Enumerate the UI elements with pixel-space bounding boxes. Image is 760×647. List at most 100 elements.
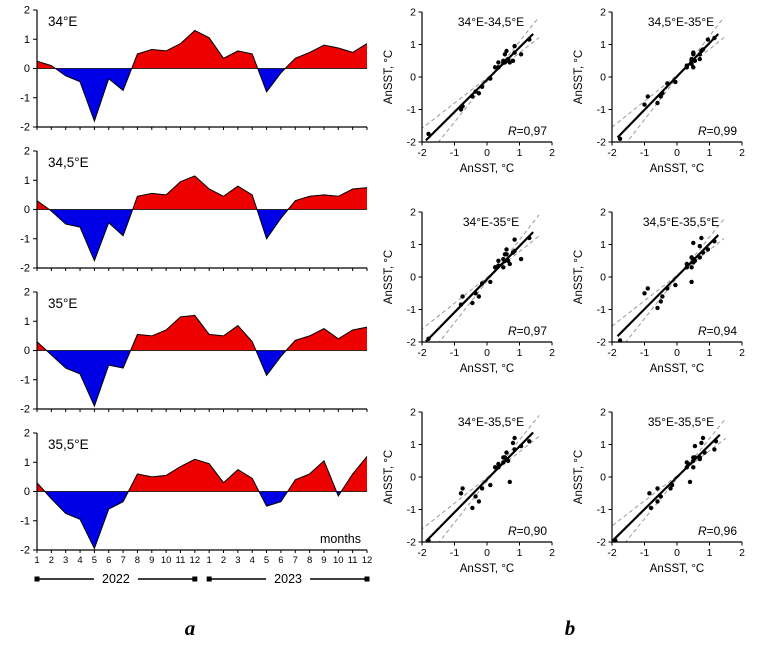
scatter-point — [492, 65, 498, 70]
x-tick-label: 2 — [739, 347, 745, 359]
scatter-point — [642, 291, 647, 296]
scatter-point — [507, 479, 512, 485]
scatter-point — [700, 435, 706, 441]
x-tick-label: 2 — [739, 547, 745, 559]
scatter-point — [512, 237, 517, 242]
y-tick-label: 2 — [24, 146, 30, 158]
scatter-point — [518, 256, 524, 262]
fit-lines — [612, 418, 727, 542]
y-tick-label: 0 — [600, 272, 606, 284]
scatter-point — [488, 76, 493, 81]
x-tick-label: 7 — [293, 555, 298, 566]
scatter-point — [458, 491, 464, 496]
y-tick-label: -2 — [407, 337, 416, 349]
months-label: months — [320, 532, 361, 546]
x-tick-label: -2 — [607, 547, 616, 559]
scatter-point — [689, 61, 694, 67]
y-tick-label: -1 — [20, 92, 30, 104]
scatter-point — [712, 239, 717, 244]
area-chart-34.5E: -2 -1 0 1 2 34,5°E — [20, 146, 368, 275]
confidence-line — [422, 37, 540, 129]
scatter-point — [470, 94, 475, 99]
x-axis-label: AnSST, °C — [460, 363, 514, 375]
x-tick-label: -1 — [450, 347, 459, 359]
x-tick-label: 6 — [106, 555, 111, 566]
scatter-point — [673, 79, 678, 85]
scatter-point — [697, 52, 702, 57]
scatter-point — [684, 465, 689, 470]
y-tick-label: 0 — [600, 72, 606, 84]
x-tick-label: 8 — [307, 555, 312, 566]
scatter-point — [496, 258, 501, 263]
area-positive — [37, 456, 367, 492]
scatter-chart-0: -2-2 -1 -1 0 0 1 1 2 2 34°E-34,5°E R=0,97 AnSST, °C… — [383, 7, 555, 176]
scatter-point — [691, 50, 696, 55]
scatter-point — [496, 461, 501, 467]
scatter-point — [501, 265, 506, 270]
scatter-point — [460, 294, 465, 299]
scatter-point — [712, 35, 717, 41]
scatter-point — [697, 455, 702, 460]
scatter-point — [476, 499, 482, 504]
area-negative — [37, 209, 367, 261]
scatter-point — [645, 94, 650, 99]
y-tick-label: 2 — [24, 287, 30, 299]
scatter-point — [697, 255, 702, 260]
x-tick-label: 2 — [549, 347, 555, 359]
x-tick-label: -2 — [607, 347, 616, 359]
scatter-point — [642, 102, 647, 107]
confidence-line — [422, 435, 540, 530]
x-tick-label: 4 — [250, 555, 255, 566]
y-tick-label: 1 — [24, 34, 30, 46]
chart-title: 34,5°E-35°E — [648, 15, 714, 29]
scatter-point — [691, 65, 696, 70]
scatter-point — [518, 443, 524, 449]
x-tick-label: 2 — [549, 147, 555, 159]
x-tick-label: 0 — [674, 147, 680, 159]
scatter-point — [617, 136, 623, 141]
panel-a-timeseries: -2 -1 0 1 2 34°E -2 -1 0 1 2 34,5°E -2 -1 0 1 2 35°E -2 -1 0… — [20, 5, 372, 641]
y-tick-label: 0 — [410, 272, 416, 284]
y-tick-label: 0 — [24, 63, 30, 75]
confidence-line — [612, 238, 725, 327]
scatter-point — [479, 84, 485, 90]
x-tick-label: 5 — [92, 555, 97, 566]
x-tick-label: 1 — [517, 347, 523, 359]
y-tick-label: 0 — [24, 486, 30, 498]
scatter-point — [502, 252, 508, 257]
x-tick-label: 0 — [674, 547, 680, 559]
area-positive — [37, 175, 367, 210]
x-tick-label: 1 — [34, 555, 39, 566]
y-tick-label: -2 — [407, 537, 416, 549]
scatter-point — [510, 440, 516, 446]
y-tick-label: -1 — [20, 233, 30, 245]
r-label: R=0,97 — [508, 324, 547, 338]
y-tick-label: -1 — [597, 504, 606, 516]
scatter-point — [692, 58, 698, 63]
y-tick-label: 1 — [410, 439, 416, 451]
scatter-point — [504, 450, 509, 455]
x-tick-label: 2 — [221, 555, 226, 566]
scatter-point — [668, 486, 673, 491]
y-tick-label: 1 — [600, 39, 606, 51]
scatter-point — [699, 235, 704, 241]
scatter-point — [460, 486, 465, 491]
x-axis-label: AnSST, °C — [460, 563, 514, 575]
scatter-grid: -2 -2 -1 -1 0 0 1 1 2 2 34°E-34,5°E R=0,97 AnSST, °C… — [380, 0, 760, 600]
confidence-line — [438, 214, 540, 342]
y-axis-label: AnSST, °C — [573, 50, 585, 104]
x-tick-label: 2 — [49, 555, 54, 566]
scatter-point — [665, 81, 670, 86]
y-axis-label: AnSST, °C — [383, 50, 395, 104]
scatter-point — [496, 263, 501, 268]
scatter-point — [507, 261, 512, 267]
scatter-point — [512, 50, 517, 55]
data-line — [36, 314, 368, 408]
scatter-point — [699, 48, 704, 54]
scatter-point — [502, 52, 508, 57]
scatter-point — [527, 37, 532, 42]
scatter-point — [426, 336, 431, 341]
scatter-point — [426, 131, 431, 137]
x-tick-label: -1 — [640, 147, 649, 159]
